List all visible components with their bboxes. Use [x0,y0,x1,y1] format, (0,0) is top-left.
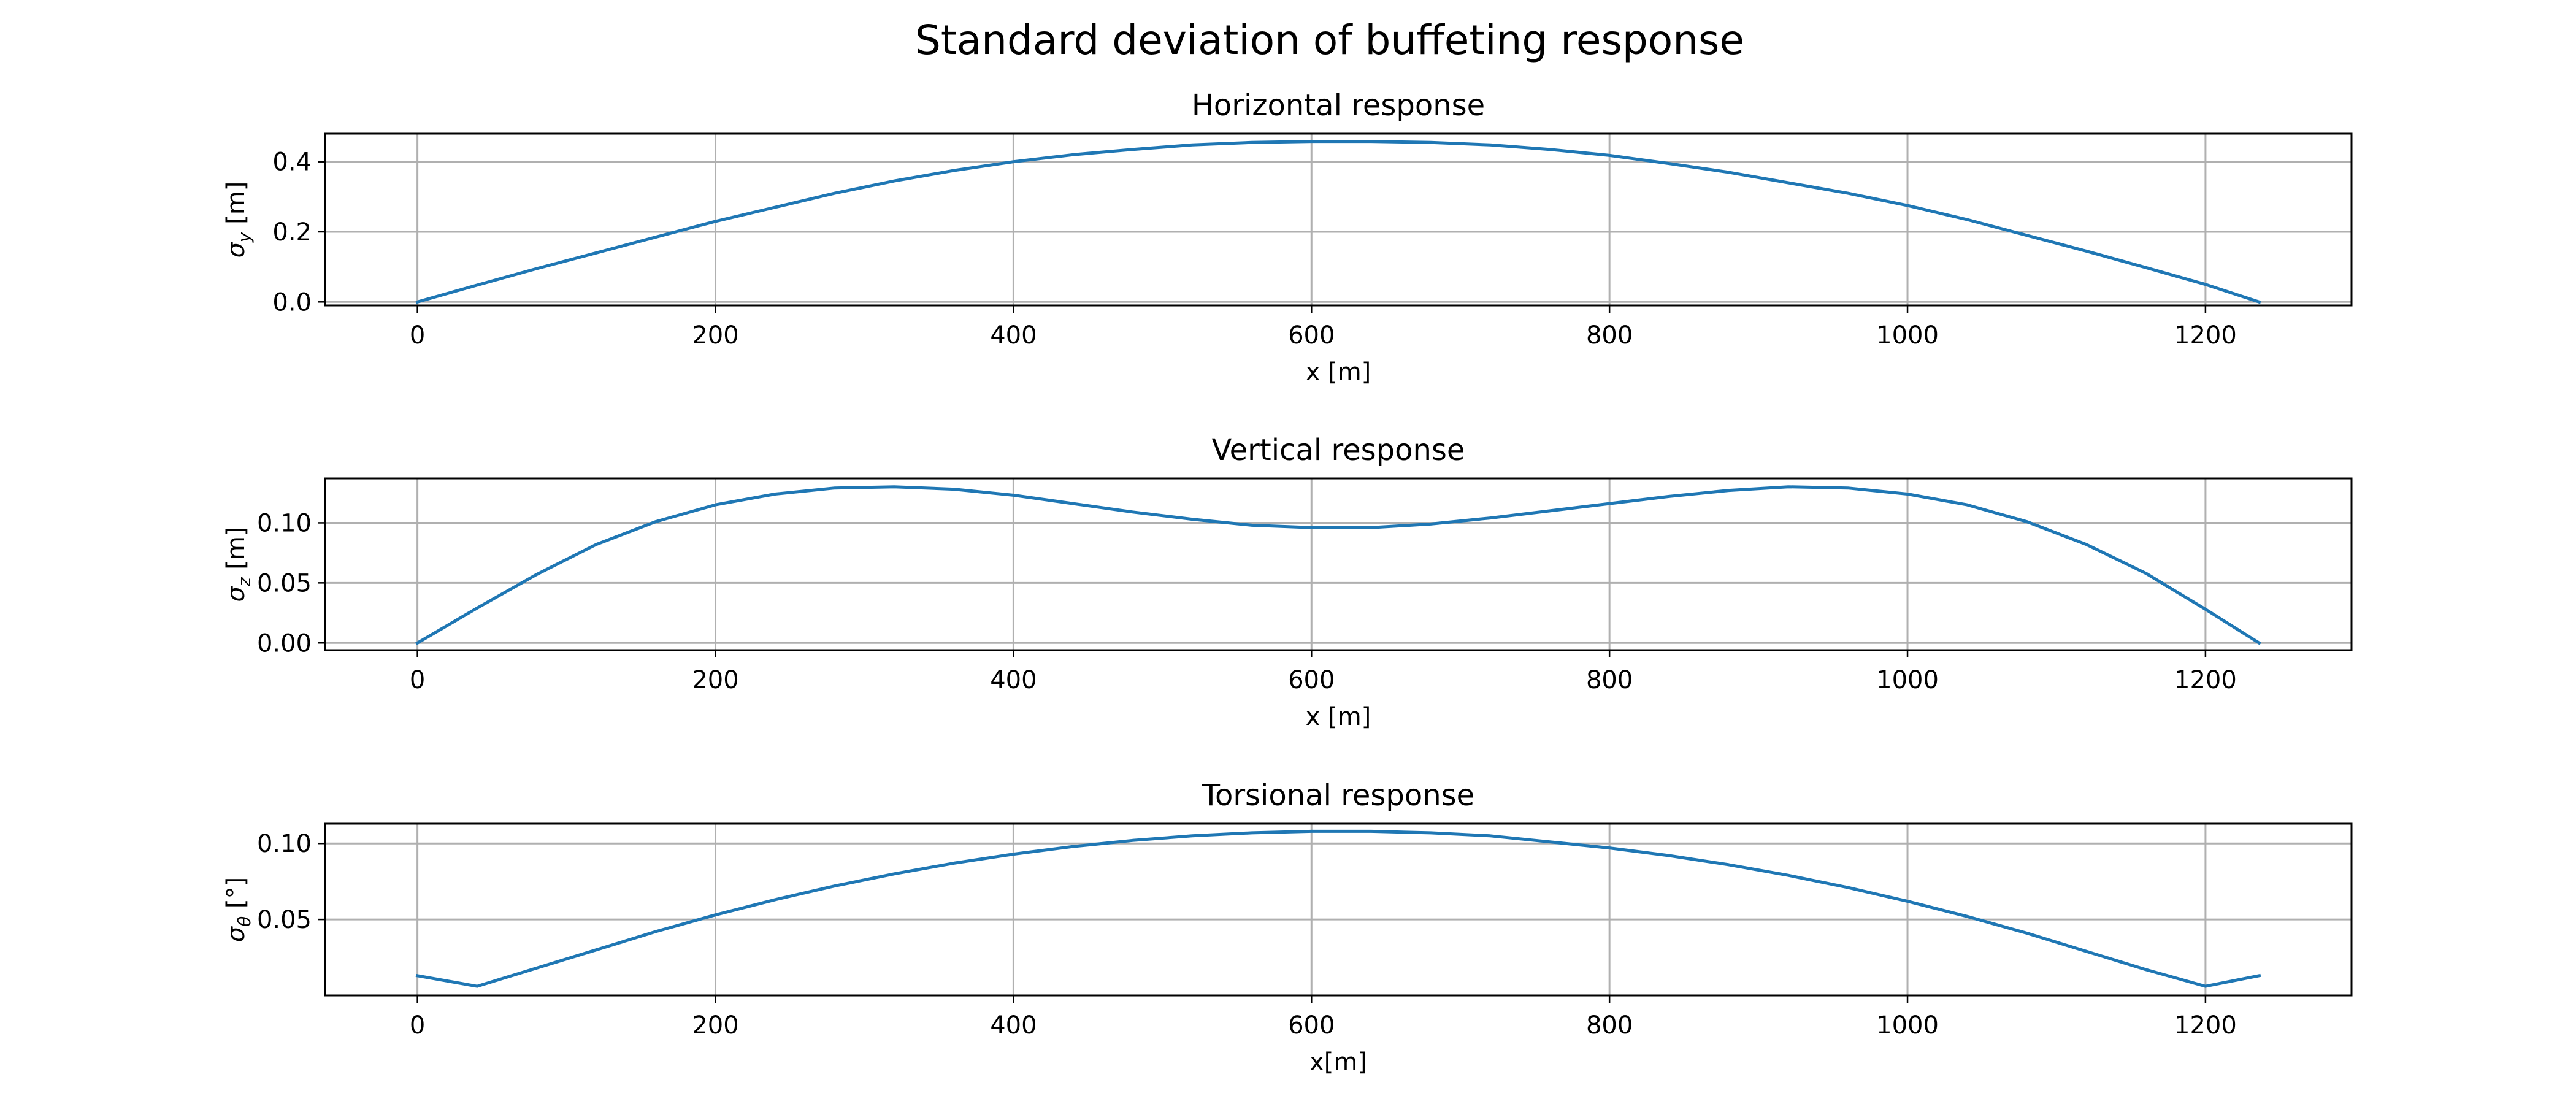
x-tick-label: 200 [692,321,738,350]
subplot-horizontal-response: 0 200 400 600 800 1000 1200 0.0 0.2 0.4 Horizontal… [222,88,2353,386]
x-tick-label: 0 [410,321,425,350]
y-axis-label-symbol: σ [222,241,250,258]
series-line [415,140,2261,304]
x-tick-label: 1200 [2174,321,2237,350]
y-axis-label: σz [m] [222,527,255,602]
x-axis-label: x [m] [1306,703,1371,731]
subplot-title: Torsional response [1202,778,1474,813]
y-tick-label: 0.05 [257,906,312,934]
axes-frame [324,822,2353,997]
x-tick-label: 800 [1586,321,1633,350]
figure-suptitle: Standard deviation of buffeting response [915,17,1744,64]
y-axis-label-unit: [m] [222,182,250,232]
subplot-vertical-response: 0 200 400 600 800 1000 1200 0.00 0.05 0.10 Vertica… [222,433,2353,731]
x-tick-label: 1000 [1876,1011,1939,1040]
y-tick-label: 0.10 [257,830,312,858]
y-axis-label-symbol: σ [222,585,250,602]
y-axis-label-symbol: σ [222,926,250,942]
x-tick-label: 800 [1586,666,1633,694]
y-axis-label-subscript: z [234,577,255,587]
x-tick-label: 400 [990,321,1037,350]
subplot-torsional-response: 0 200 400 600 800 1000 1200 0.05 0.10 Torsional r… [222,778,2353,1076]
series-line [415,485,2261,645]
x-tick-label: 400 [990,666,1037,694]
y-axis-label-unit: [m] [222,527,250,578]
y-tick-label: 0.10 [257,509,312,537]
series-line [415,829,2261,988]
y-tick-label: 0.4 [272,148,312,177]
x-axis-label: x[m] [1309,1048,1367,1076]
x-axis-label: x [m] [1306,358,1371,386]
x-tick-label: 0 [410,1011,425,1040]
x-tick-label: 1000 [1876,666,1939,694]
x-tick-label: 0 [410,666,425,694]
y-tick-label: 0.05 [257,569,312,597]
x-tick-label: 1200 [2174,1011,2237,1040]
x-tick-label: 200 [692,1011,738,1040]
x-tick-label: 600 [1288,1011,1335,1040]
y-tick-label: 0.00 [257,629,312,657]
x-tick-label: 600 [1288,321,1335,350]
y-axis-label: σy [m] [222,182,255,258]
x-tick-label: 200 [692,666,738,694]
y-tick-label: 0.2 [272,218,312,247]
subplot-title: Horizontal response [1192,88,1485,123]
x-tick-label: 1200 [2174,666,2237,694]
x-tick-label: 600 [1288,666,1335,694]
y-tick-label: 0.0 [272,288,312,316]
y-axis-label-unit: [°] [222,877,250,916]
x-tick-label: 1000 [1876,321,1939,350]
y-axis-label-subscript: θ [234,916,255,927]
x-tick-label: 800 [1586,1011,1633,1040]
axes-frame [324,477,2353,651]
x-tick-label: 400 [990,1011,1037,1040]
y-axis-label-subscript: y [234,232,255,243]
subplot-title: Vertical response [1212,433,1465,467]
y-axis-label: σθ [°] [222,877,255,942]
axes-frame [324,132,2353,307]
